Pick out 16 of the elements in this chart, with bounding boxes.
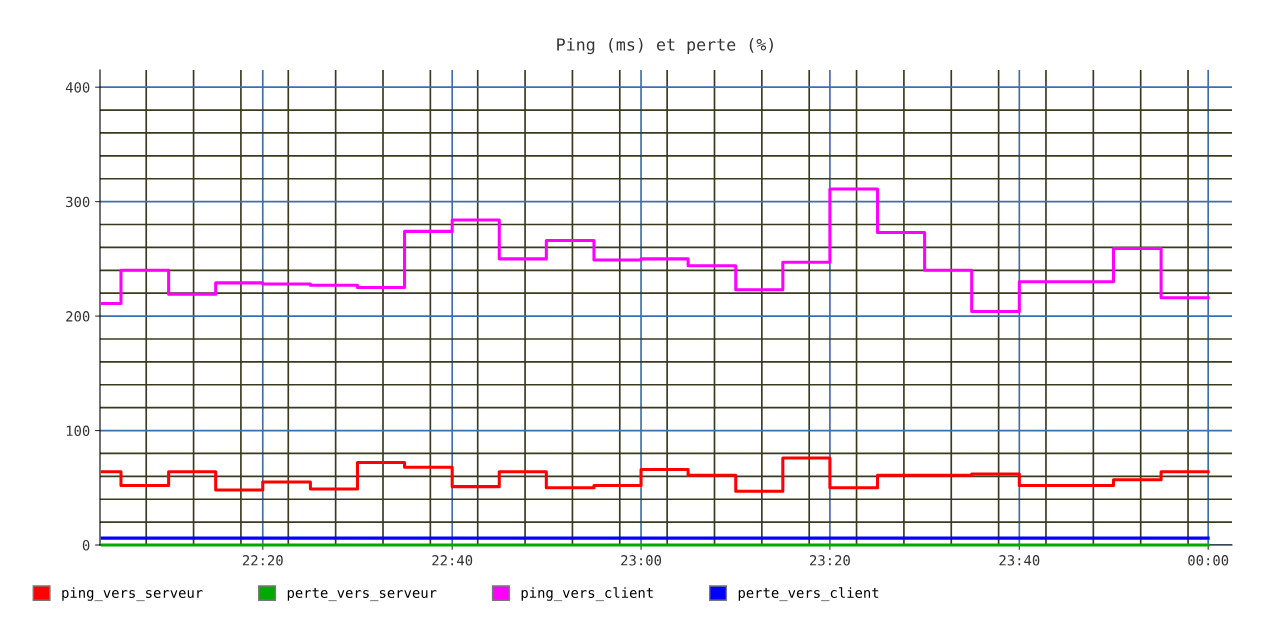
x-tick-label: 23:00: [621, 555, 662, 566]
legend-label: perte_vers_serveur: [287, 588, 437, 602]
legend-label: ping_vers_serveur: [62, 587, 203, 602]
x-tick-label: 23:40: [999, 555, 1040, 566]
x-tick-label: 00:00: [1188, 555, 1229, 566]
y-tick-label: 100: [66, 425, 90, 437]
x-tick-label: 22:20: [242, 555, 283, 566]
x-tick-label: 23:20: [810, 555, 850, 566]
y-tick-label: 300: [66, 196, 90, 208]
chart-title: Ping (ms) et perte (%): [557, 37, 773, 55]
y-tick-label: 400: [65, 82, 90, 93]
y-tick-label: 200: [66, 311, 90, 322]
legend-label: perte_vers_client: [738, 587, 879, 602]
legend-label: ping_vers_client: [521, 587, 653, 602]
x-tick-label: 22:40: [432, 555, 473, 566]
y-tick-label: 0: [82, 540, 90, 551]
